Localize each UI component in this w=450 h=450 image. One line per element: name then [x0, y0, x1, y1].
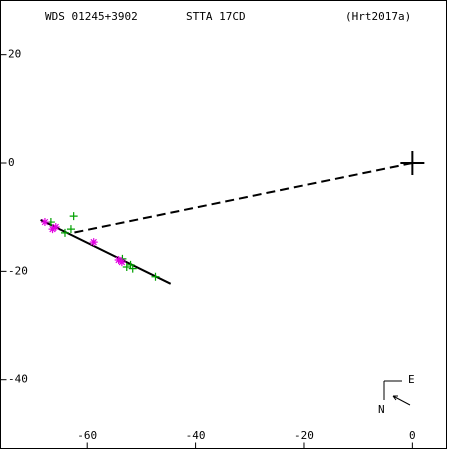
observation [114, 255, 123, 264]
motion-arrow [392, 395, 411, 406]
compass-axes [383, 380, 402, 400]
x-tick-label: -40 [186, 429, 206, 442]
observation [60, 228, 69, 237]
observation [151, 272, 160, 281]
observation [117, 258, 126, 267]
compass-north: N [378, 403, 385, 416]
chart-title: WDS 01245+3902 [45, 10, 138, 23]
primary-star [400, 151, 425, 176]
observation [89, 238, 98, 247]
dashed-line [72, 162, 413, 234]
compass-east: E [408, 373, 415, 386]
y-tick-label: 0 [8, 156, 15, 169]
x-tick-label: -20 [294, 429, 314, 442]
x-tick-label: 0 [409, 429, 416, 442]
observation [128, 264, 137, 273]
compass: E N [378, 373, 415, 416]
observation [66, 225, 75, 234]
y-tick-label: 20 [8, 48, 21, 61]
observation [40, 218, 49, 227]
observation [51, 222, 60, 231]
y-tick-label: -20 [8, 264, 28, 277]
observation [69, 212, 78, 221]
chart-subtitle: STTA 17CD [186, 10, 246, 23]
y-tick-label: -40 [8, 373, 28, 386]
orbit-line [40, 218, 172, 285]
observation [122, 263, 131, 272]
observation [48, 225, 57, 234]
reference: (Hrt2017a) [345, 10, 411, 23]
x-tick-label: -60 [77, 429, 97, 442]
